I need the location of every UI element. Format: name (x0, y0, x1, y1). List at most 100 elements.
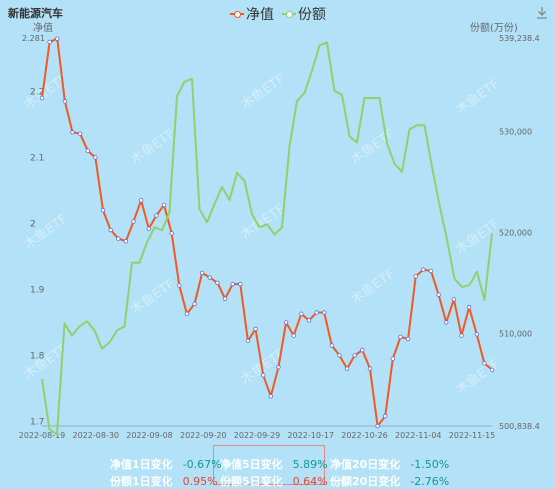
left-tick-label: 1.8 (30, 351, 45, 361)
watermark-text: 木鱼ETF (348, 266, 398, 308)
nav-point (131, 219, 136, 224)
nav-point (405, 336, 411, 342)
stat-label: 份额20日变化 (330, 475, 401, 488)
stat-value: 5.89% (292, 458, 328, 471)
nav-point (344, 366, 350, 371)
left-axis-title: 净值 (33, 23, 53, 34)
nav-point (123, 239, 129, 244)
watermark-text: 木鱼ETF (453, 216, 503, 258)
nav-point (230, 281, 235, 287)
stat-value: -1.50% (410, 458, 450, 471)
right-tick-label: 530,000 (499, 127, 532, 136)
axes: 1.7 1.8 1.9 2 2.1 2.2 2.281 500,838.4 510,000 520… (19, 34, 540, 440)
stat-shares-1d: 份额1日变化 0.95% (110, 473, 218, 489)
nav-point (199, 270, 205, 276)
nav-point (184, 311, 190, 317)
stat-label: 净值5日变化 (220, 458, 283, 471)
nav-point (352, 353, 357, 358)
nav-point (291, 333, 296, 338)
nav-point (39, 95, 45, 101)
nav-point (428, 268, 434, 274)
nav-point (375, 423, 380, 429)
nav-point (383, 413, 388, 419)
left-tick-label: 1.7 (30, 417, 44, 427)
legend-swatch-nav (230, 9, 244, 19)
shares-line (41, 41, 493, 436)
download-icon[interactable] (535, 6, 549, 20)
right-tick-label: 510,000 (499, 329, 532, 338)
nav-point (93, 155, 98, 160)
nav-point (489, 367, 495, 373)
nav-point (154, 213, 159, 218)
left-tick-label: 2.2 (30, 87, 44, 97)
nav-point (245, 338, 251, 344)
stat-label: 份额1日变化 (110, 475, 173, 488)
stat-value: 0.64% (292, 475, 328, 488)
nav-point (146, 226, 151, 231)
nav-point (138, 198, 144, 203)
nav-point (283, 320, 289, 325)
nav-point (299, 311, 304, 317)
left-tick-label: 2 (30, 219, 36, 229)
nav-point (459, 333, 464, 338)
nav-point (367, 366, 373, 371)
nav-point (268, 394, 274, 399)
watermark-text: 木鱼ETF (21, 211, 71, 253)
watermark-text: 木鱼ETF (453, 356, 503, 398)
right-axis-title: 份额(万份) (470, 23, 518, 34)
nav-point (108, 227, 113, 233)
series-layer (39, 36, 495, 436)
stat-value: 0.95% (182, 475, 218, 488)
nav-point (260, 372, 266, 378)
x-tick-label: 2022-09-08 (126, 431, 173, 440)
nav-point (451, 297, 457, 302)
nav-point (77, 131, 83, 136)
stat-value: -0.67% (182, 458, 222, 471)
nav-point (314, 310, 319, 315)
stat-nav-1d: 净值1日变化 -0.67% (110, 456, 222, 472)
nav-point (161, 202, 167, 208)
stat-nav-20d: 净值20日变化 -1.50% (330, 456, 449, 472)
legend-label-nav: 净值 (246, 7, 274, 23)
nav-point (421, 267, 426, 272)
stat-shares-20d: 份额20日变化 -2.76% (330, 473, 449, 489)
left-tick-label: 1.9 (30, 285, 45, 295)
legend-item-shares[interactable]: 份额 (282, 4, 326, 24)
x-tick-label: 2022-11-04 (395, 431, 442, 440)
stat-value: -2.76% (410, 475, 450, 488)
nav-point (116, 236, 121, 241)
nav-point (47, 39, 52, 45)
nav-point (466, 305, 472, 310)
nav-point (360, 347, 365, 353)
watermark-text: 木鱼ETF (238, 71, 288, 113)
left-tick-label: 2.1 (30, 153, 44, 163)
nav-point (169, 231, 174, 236)
right-tick-label: 520,000 (499, 228, 532, 237)
legend-item-nav[interactable]: 净值 (230, 4, 274, 24)
legend-swatch-shares (282, 9, 296, 19)
nav-point (436, 292, 441, 297)
nav-point (482, 361, 487, 366)
x-tick-label: 2022-10-17 (288, 431, 335, 440)
watermark-text: 木鱼ETF (128, 276, 178, 318)
watermark-text: 木鱼ETF (348, 126, 398, 168)
watermark-text: 木鱼ETF (453, 76, 503, 118)
nav-point (192, 301, 197, 307)
nav-point (413, 274, 418, 279)
x-tick-label: 2022-09-29 (234, 431, 281, 440)
nav-point (306, 318, 312, 323)
stat-shares-5d: 份额5日变化 0.64% (220, 473, 328, 489)
watermark-text: 木鱼ETF (238, 201, 288, 243)
highlight-box (213, 445, 325, 485)
nav-point (444, 320, 449, 325)
x-tick-label: 2022-08-19 (19, 431, 66, 440)
nav-point (276, 365, 281, 370)
stat-label: 净值20日变化 (330, 458, 401, 471)
x-tick-label: 2022-10-26 (341, 431, 388, 440)
nav-point (329, 343, 335, 348)
nav-point (85, 148, 90, 154)
legend-label-shares: 份额 (298, 7, 326, 23)
nav-point (398, 334, 403, 340)
app-title: 新能源汽车 (8, 7, 63, 20)
